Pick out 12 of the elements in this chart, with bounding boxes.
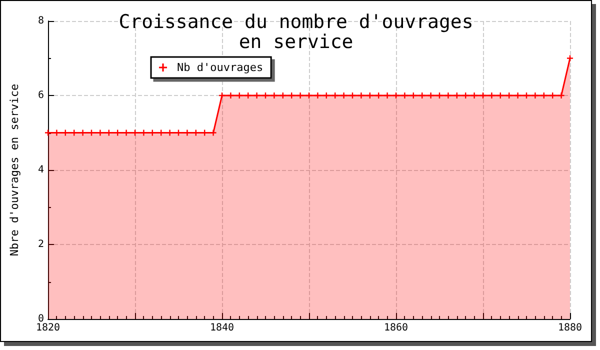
x-tick-label: 1860	[384, 322, 408, 334]
y-tick-label: 6	[38, 90, 44, 101]
chart-title: Croissance du nombre d'ouvrages en service	[118, 11, 474, 53]
legend-label: Nb d'ouvrages	[177, 61, 264, 74]
x-tick-label: 1880	[558, 322, 582, 334]
y-tick-label: 2	[38, 239, 44, 250]
x-tick-label: 1820	[36, 322, 60, 334]
y-tick-label: 4	[38, 164, 44, 176]
x-tick-label: 1840	[210, 322, 234, 334]
y-tick-label: 0	[38, 314, 44, 324]
y-axis-title: Nbre d'ouvrages en service	[8, 84, 21, 256]
y-tick-label: 8	[38, 16, 44, 26]
